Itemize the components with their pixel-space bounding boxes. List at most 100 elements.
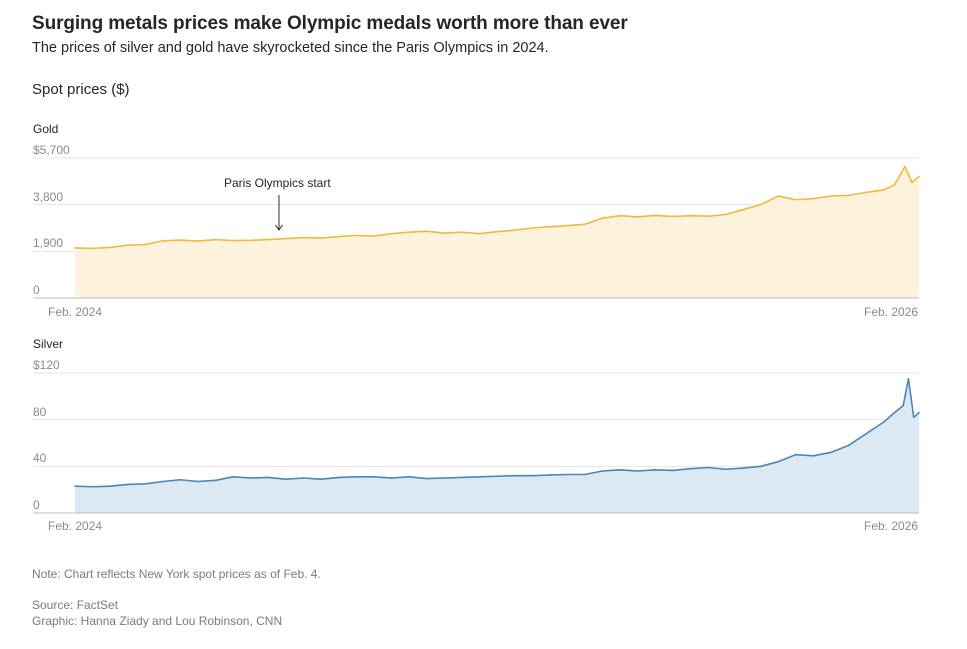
section-label: Spot prices ($) [32, 81, 130, 98]
gold-data-point [179, 239, 182, 241]
gold-data-point [795, 198, 797, 201]
silver-data-point [893, 411, 896, 414]
chart-title: Surging metals prices make Olympic medal… [32, 13, 628, 34]
gold-data-point [830, 195, 832, 197]
gold-data-point [162, 239, 164, 242]
gold-data-point [408, 231, 410, 233]
gold-data-point [904, 165, 906, 168]
silver-y-tick-label: $120 [33, 358, 60, 372]
silver-data-point [742, 467, 744, 469]
gold-data-point [812, 197, 815, 200]
silver-x-tick-label: Feb. 2026 [864, 519, 919, 533]
gold-data-point [250, 239, 252, 242]
gold-data-point [232, 239, 235, 242]
gold-data-point [672, 215, 674, 218]
silver-data-point [126, 483, 129, 486]
silver-data-point [214, 479, 217, 482]
gold-data-point [689, 214, 692, 217]
gold-y-tick-label: 3,800 [33, 190, 64, 204]
chart-source: Source: FactSet [32, 598, 119, 612]
silver-data-point [918, 411, 920, 414]
gold-data-point [566, 224, 569, 227]
silver-data-point [619, 469, 621, 471]
gold-data-point [636, 216, 639, 218]
silver-data-point [250, 477, 252, 479]
silver-data-point [584, 473, 586, 476]
gold-data-point [584, 223, 586, 226]
gold-data-point [478, 232, 481, 235]
gold-data-point [267, 238, 270, 241]
silver-data-point [601, 470, 604, 472]
silver-data-point [759, 465, 762, 468]
silver-y-tick-label: 40 [33, 451, 47, 465]
gold-data-point [496, 230, 498, 233]
silver-data-point [373, 476, 375, 478]
gold-data-point [443, 232, 446, 234]
silver-data-point [707, 466, 709, 469]
silver-data-point [144, 483, 147, 485]
gold-data-point [373, 235, 375, 237]
silver-data-point [74, 485, 76, 487]
gold-data-point [144, 243, 147, 246]
gold-data-point [91, 247, 94, 250]
silver-data-point [197, 480, 199, 483]
silver-data-point [531, 474, 533, 477]
silver-data-point [91, 485, 94, 488]
silver-area [75, 378, 919, 513]
gold-data-point [302, 236, 305, 239]
paris-olympics-annotation: Paris Olympics start [224, 176, 331, 190]
silver-chart [33, 372, 920, 514]
silver-line [74, 378, 920, 488]
silver-data-point [907, 378, 910, 380]
gold-data-point [654, 214, 657, 217]
silver-data-point [302, 477, 305, 479]
gold-data-point [911, 181, 913, 184]
gold-data-point [109, 246, 111, 249]
gold-x-tick-label: Feb. 2026 [864, 305, 919, 319]
silver-data-point [912, 416, 915, 419]
silver-data-point [267, 476, 270, 479]
gold-data-point [126, 244, 129, 246]
gold-chart [33, 157, 920, 299]
silver-data-point [496, 475, 498, 478]
gold-data-point [724, 213, 727, 216]
silver-data-point [320, 478, 322, 480]
gold-data-point [742, 208, 744, 211]
gold-data-point [425, 230, 428, 232]
silver-x-tick-label: Feb. 2024 [48, 519, 103, 533]
silver-data-point [162, 480, 164, 483]
silver-data-point [478, 476, 481, 478]
gold-x-tick-label: Feb. 2024 [48, 305, 103, 319]
silver-data-point [232, 476, 235, 478]
gold-data-point [390, 232, 393, 235]
silver-data-point [179, 478, 182, 481]
silver-y-tick-label: 80 [33, 405, 47, 419]
silver-data-point [461, 476, 463, 479]
gold-data-point [513, 229, 516, 232]
gold-data-point [214, 238, 217, 241]
silver-data-point [548, 474, 551, 476]
silver-data-point [337, 476, 340, 479]
silver-panel-title: Silver [33, 337, 64, 351]
gold-data-point [461, 231, 463, 233]
silver-data-point [425, 477, 428, 480]
chart-credit: Graphic: Hanna Ziady and Lou Robinson, C… [32, 614, 283, 628]
silver-data-point [795, 453, 797, 456]
silver-data-point [777, 460, 780, 463]
silver-data-point [566, 473, 569, 476]
gold-data-point [285, 237, 287, 240]
chart-note: Note: Chart reflects New York spot price… [32, 567, 321, 581]
silver-data-point [390, 477, 393, 479]
silver-y-tick-label: 0 [33, 498, 40, 512]
silver-data-point [355, 476, 358, 478]
gold-data-point [883, 189, 885, 191]
silver-data-point [109, 485, 111, 487]
gold-data-point [531, 227, 533, 229]
gold-data-point [74, 247, 76, 249]
gold-data-point [847, 194, 850, 197]
silver-data-point [865, 432, 868, 435]
gold-data-point [601, 217, 604, 219]
silver-data-point [654, 469, 657, 471]
silver-data-point [883, 421, 885, 423]
